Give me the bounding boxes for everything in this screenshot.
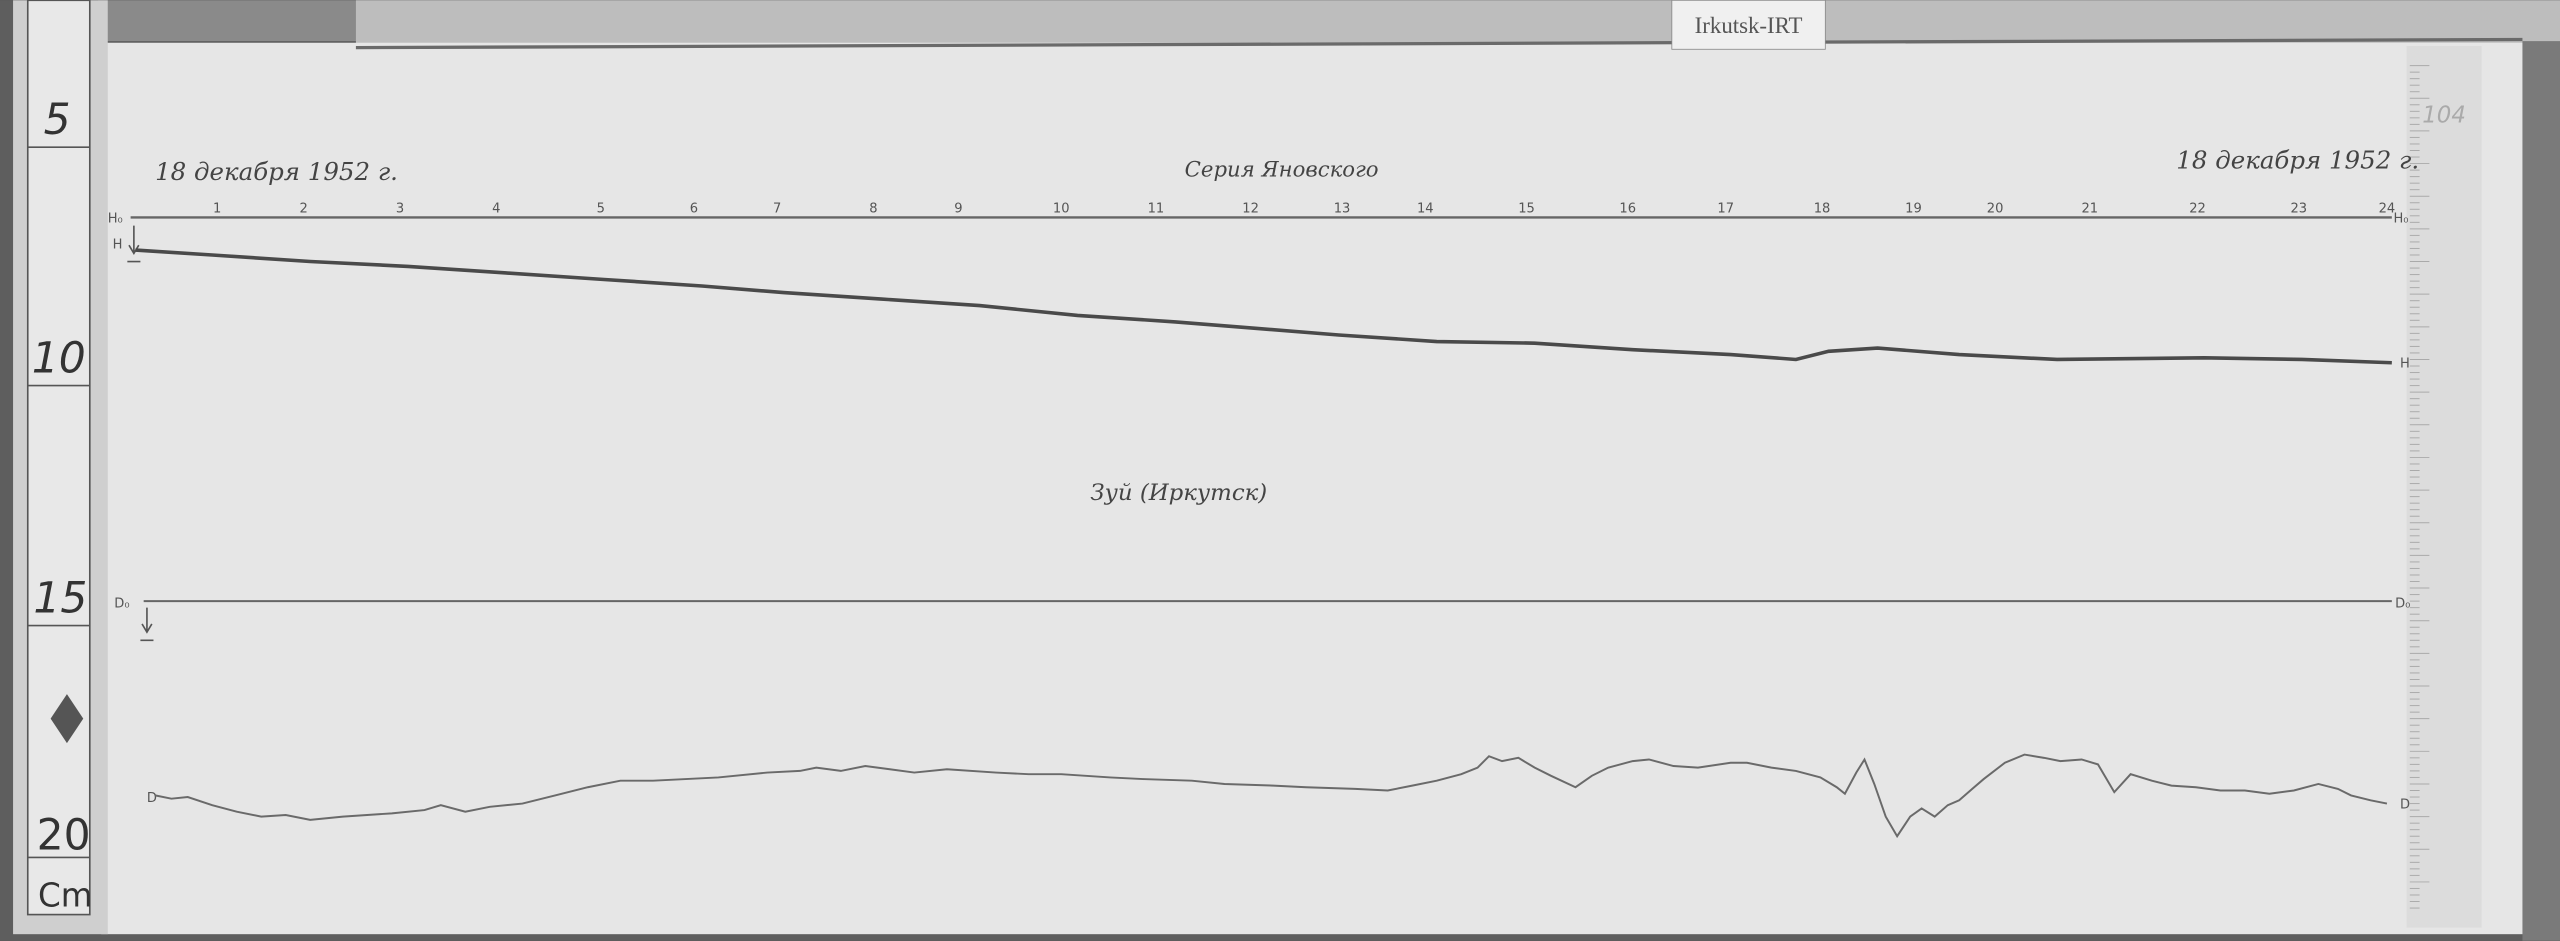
d-trace-label: D — [147, 791, 157, 806]
d-trace-label-right: D — [2400, 797, 2410, 812]
hour-scale: 1 2 3 4 5 6 7 8 9 10 11 12 13 14 15 16 17 18 19 20 21 22 23 24 — [213, 202, 2395, 217]
ruler-label-10: 10 — [32, 335, 86, 384]
archive-label: Irkutsk-IRT — [1695, 13, 1803, 38]
date-left: 18 декабря 1952 г. — [155, 157, 398, 186]
hour-label-21: 21 — [2081, 202, 2098, 217]
hour-label-3: 3 — [396, 202, 404, 217]
hour-label-8: 8 — [869, 202, 877, 217]
archive-label-card — [1671, 0, 1826, 50]
hour-label-23: 23 — [2290, 202, 2307, 217]
right-edge — [2522, 41, 2560, 941]
h-baseline-label-right: H₀ — [2393, 211, 2408, 226]
hour-label-1: 1 — [213, 202, 221, 217]
hour-label-6: 6 — [690, 202, 698, 217]
paper-fold-line — [355, 37, 2523, 50]
hour-label-7: 7 — [773, 202, 781, 217]
hour-label-2: 2 — [300, 202, 308, 217]
ruler-unit: Cm — [38, 876, 93, 914]
h-trace-label: H — [113, 237, 123, 252]
hour-label-20: 20 — [1987, 202, 2004, 217]
ruler-scale — [26, 0, 91, 916]
ruler-label-20: 20 — [37, 811, 91, 860]
ruler-label-5: 5 — [44, 96, 71, 145]
hour-label-22: 22 — [2189, 202, 2206, 217]
d-arrow-icon — [140, 607, 154, 642]
hour-label-14: 14 — [1417, 202, 1434, 217]
h-trace — [135, 248, 2392, 365]
series-title: Серия Яновского — [1185, 158, 1379, 183]
ruler-label-15: 15 — [33, 575, 87, 624]
hour-label-13: 13 — [1334, 202, 1351, 217]
hour-label-16: 16 — [1619, 202, 1636, 217]
hour-label-18: 18 — [1814, 202, 1831, 217]
hour-label-12: 12 — [1242, 202, 1259, 217]
d-baseline-label: D₀ — [114, 597, 129, 612]
right-ruler-ticks — [2409, 65, 2430, 909]
hour-label-5: 5 — [597, 202, 605, 217]
hour-label-19: 19 — [1905, 202, 1922, 217]
hour-label-17: 17 — [1717, 202, 1734, 217]
h-trace-label-right: H — [2400, 357, 2410, 372]
hour-label-10: 10 — [1053, 202, 1070, 217]
d-baseline-label-right: D₀ — [2395, 597, 2410, 612]
h-arrow-icon — [127, 225, 141, 263]
date-right: 18 декабря 1952 г. — [2176, 145, 2419, 174]
hour-label-9: 9 — [954, 202, 962, 217]
hour-label-24: 24 — [2379, 202, 2396, 217]
hour-label-11: 11 — [1148, 202, 1165, 217]
hour-label-4: 4 — [492, 202, 500, 217]
hour-label-15: 15 — [1518, 202, 1535, 217]
h-baseline-label: H₀ — [108, 211, 123, 226]
sheet-number: 104 — [2422, 103, 2466, 129]
d-trace — [154, 753, 2388, 839]
station-label: Зуй (Иркутск) — [1090, 480, 1267, 506]
top-paper-edge — [355, 0, 2560, 47]
right-ruler — [2406, 46, 2482, 928]
